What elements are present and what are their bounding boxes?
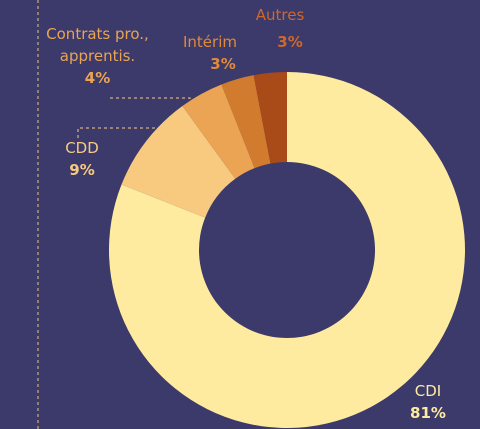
leader-line: [110, 97, 191, 104]
value-label: 3%: [277, 33, 303, 51]
slice-label: CDD 9%: [42, 137, 122, 181]
category-label: Intérim: [183, 33, 237, 51]
value-label: 4%: [84, 69, 111, 87]
value-label: 9%: [69, 161, 95, 179]
donut-slice: [253, 72, 287, 164]
category-label: Contrats pro., apprentis.: [46, 25, 149, 65]
category-label: CDD: [65, 139, 99, 157]
category-label: Autres: [255, 6, 305, 24]
donut-slice: [121, 105, 236, 218]
slice-label: Autres 3%: [240, 4, 320, 51]
slice-label: CDI 81%: [388, 380, 468, 424]
category-label: CDI: [414, 382, 442, 400]
slice-label: Intérim 3%: [183, 31, 263, 75]
donut-slice: [221, 75, 271, 169]
slice-label: Contrats pro., apprentis. 4%: [20, 23, 175, 89]
leader-line: [77, 127, 156, 138]
value-label: 3%: [210, 55, 236, 73]
donut-slice: [109, 72, 466, 429]
value-label: 81%: [410, 404, 446, 422]
donut-slice: [182, 84, 255, 179]
